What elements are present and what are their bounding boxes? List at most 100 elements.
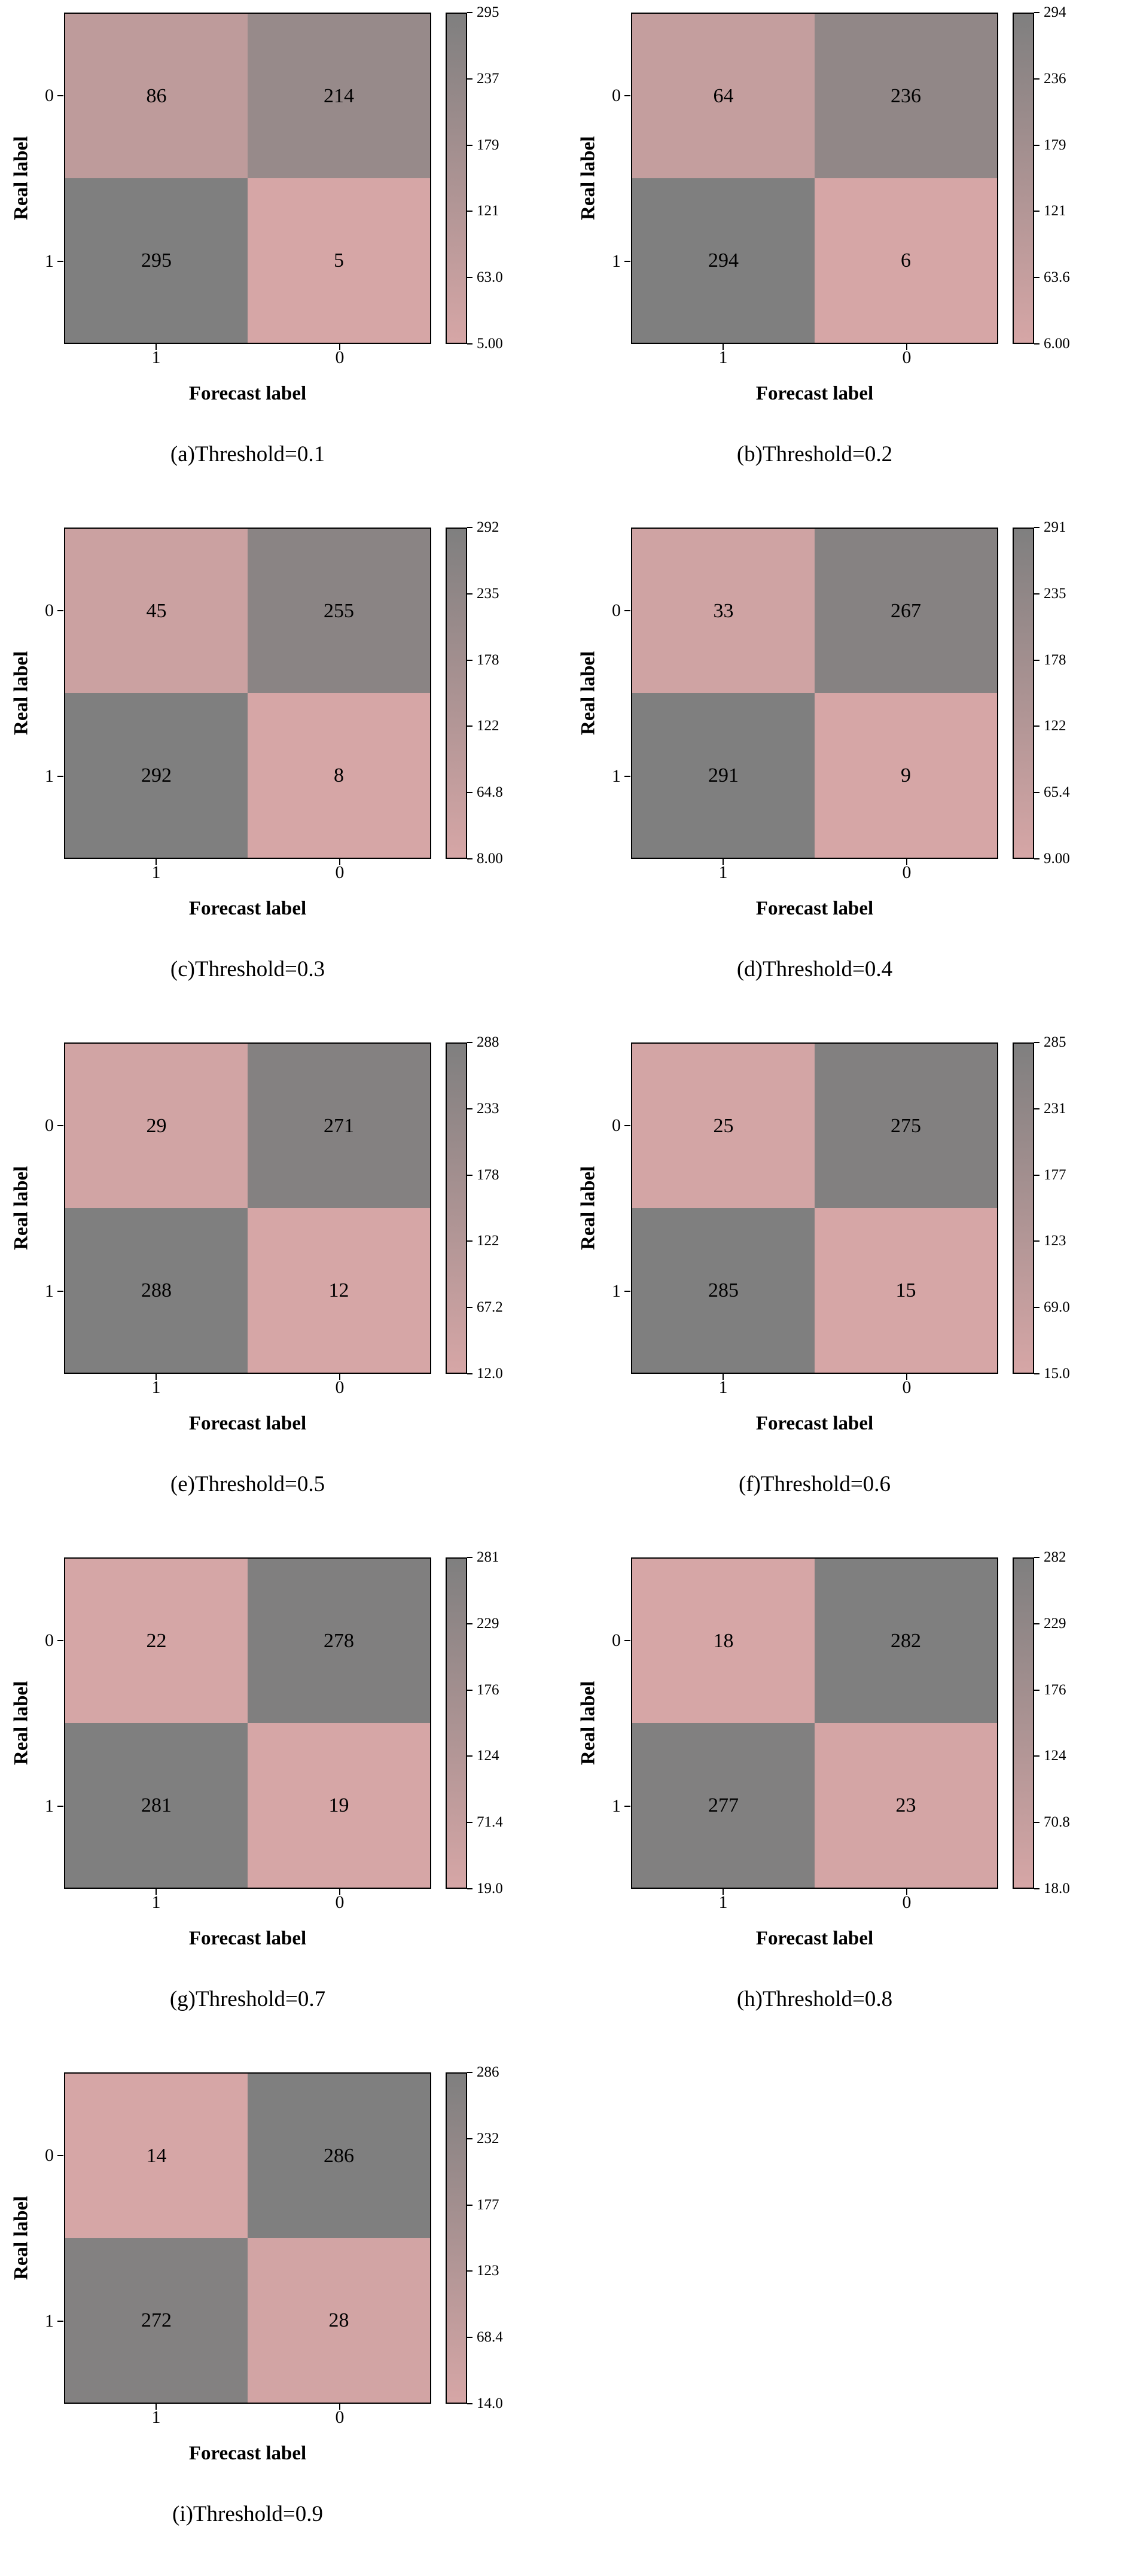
x-axis-label: Forecast label <box>755 1413 874 1434</box>
colorbar-tick-mark <box>467 1557 472 1558</box>
colorbar-tick-mark <box>467 527 472 528</box>
colorbar-tick-label: 229 <box>1044 1615 1066 1632</box>
y-tick-mark <box>57 1125 63 1126</box>
colorbar-tick-label: 65.4 <box>1044 784 1070 801</box>
x-tick-mark <box>339 2404 340 2410</box>
y-axis-label: Real label <box>577 651 599 736</box>
x-tick-label: 0 <box>335 1377 345 1397</box>
colorbar-tick-label: 122 <box>1044 718 1066 734</box>
y-tick-label: 1 <box>45 1281 54 1301</box>
heatmap-cell: 5 <box>248 178 430 343</box>
heatmap-matrix: 25 275 285 15 <box>631 1042 998 1374</box>
colorbar-tick-mark <box>1034 527 1040 528</box>
heatmap-matrix: 45 255 292 8 <box>64 528 431 859</box>
colorbar-tick-label: 294 <box>1044 4 1066 20</box>
y-tick-label: 1 <box>612 1281 621 1301</box>
colorbar <box>446 1557 467 1889</box>
colorbar-tick-mark <box>467 1175 472 1176</box>
y-axis-label: Real label <box>10 2196 32 2281</box>
heatmap-cell: 45 <box>65 529 248 693</box>
y-tick-label: 0 <box>45 1115 54 1135</box>
y-tick-mark <box>57 1291 63 1292</box>
colorbar-tick-mark <box>467 2138 472 2139</box>
x-axis-label: Forecast label <box>188 383 307 404</box>
y-tick-label: 0 <box>45 1630 54 1650</box>
colorbar-tick-mark <box>1034 1373 1040 1374</box>
colorbar-tick-label: 233 <box>477 1100 499 1117</box>
colorbar-tick-label: 70.8 <box>1044 1814 1070 1831</box>
colorbar-tick-label: 179 <box>477 136 499 153</box>
heatmap-cell: 278 <box>248 1559 430 1723</box>
heatmap-cell: 15 <box>815 1208 997 1373</box>
colorbar-tick-mark <box>1034 1108 1040 1109</box>
y-tick-label: 1 <box>45 766 54 786</box>
x-tick-label: 1 <box>151 2407 161 2427</box>
y-tick-mark <box>624 610 630 611</box>
x-tick-label: 0 <box>902 862 912 882</box>
x-tick-label: 0 <box>335 862 345 882</box>
colorbar-tick-label: 68.4 <box>477 2329 503 2346</box>
colorbar-tick-mark <box>467 1307 472 1308</box>
colorbar-tick-label: 124 <box>1044 1748 1066 1764</box>
x-tick-mark <box>906 1374 907 1380</box>
colorbar-tick-label: 6.00 <box>1044 336 1070 352</box>
colorbar <box>446 528 467 859</box>
colorbar-tick-label: 282 <box>1044 1549 1066 1565</box>
colorbar-tick-mark <box>1034 725 1040 727</box>
heatmap-matrix: 14 286 272 28 <box>64 2072 431 2404</box>
y-axis-label: Real label <box>10 651 32 736</box>
panel-caption: (e)Threshold=0.5 <box>170 1472 325 1496</box>
colorbar-tick-label: 235 <box>1044 585 1066 602</box>
colorbar-tick-mark <box>467 1042 472 1043</box>
colorbar-tick-mark <box>467 145 472 146</box>
panel-caption: (b)Threshold=0.2 <box>736 442 893 467</box>
x-tick-mark <box>339 344 340 350</box>
heatmap-cell: 275 <box>815 1044 997 1208</box>
x-tick-label: 1 <box>151 862 161 882</box>
x-axis-label: Forecast label <box>188 1413 307 1434</box>
colorbar-tick-mark <box>467 2072 472 2073</box>
x-axis-label: Forecast label <box>755 1928 874 1949</box>
confusion-matrix-panel: Real label 0 1 25 275 285 15 1 0 Forecas… <box>567 1030 1134 1545</box>
heatmap-cell: 64 <box>632 14 815 178</box>
x-tick-mark <box>723 1374 724 1380</box>
heatmap-matrix: 86 214 295 5 <box>64 13 431 344</box>
colorbar-tick-mark <box>467 1240 472 1242</box>
heatmap-cell: 288 <box>65 1208 248 1373</box>
heatmap-cell: 18 <box>632 1559 815 1723</box>
colorbar-tick-label: 122 <box>477 1233 499 1249</box>
colorbar-tick-label: 291 <box>1044 519 1066 535</box>
panel-caption: (a)Threshold=0.1 <box>170 442 325 467</box>
heatmap-matrix: 64 236 294 6 <box>631 13 998 344</box>
colorbar-tick-label: 124 <box>477 1748 499 1764</box>
colorbar-tick-mark <box>1034 12 1040 13</box>
heatmap-cell: 28 <box>248 2238 430 2403</box>
colorbar-tick-mark <box>1034 1822 1040 1823</box>
heatmap-cell: 19 <box>248 1723 430 1888</box>
y-tick-label: 1 <box>612 1796 621 1816</box>
heatmap-cell: 277 <box>632 1723 815 1888</box>
y-tick-label: 1 <box>45 1796 54 1816</box>
x-tick-label: 1 <box>718 1377 728 1397</box>
colorbar-tick-label: 123 <box>477 2263 499 2279</box>
x-tick-label: 1 <box>718 1892 728 1912</box>
colorbar-tick-mark <box>1034 1888 1040 1889</box>
colorbar-tick-mark <box>467 277 472 278</box>
colorbar-tick-label: 178 <box>1044 651 1066 668</box>
y-tick-mark <box>57 610 63 611</box>
colorbar-tick-mark <box>467 1822 472 1823</box>
x-axis-label: Forecast label <box>188 898 307 919</box>
colorbar-tick-label: 64.8 <box>477 784 503 801</box>
y-tick-mark <box>57 2155 63 2156</box>
y-tick-label: 0 <box>612 600 621 620</box>
heatmap-matrix: 18 282 277 23 <box>631 1557 998 1889</box>
heatmap-matrix: 33 267 291 9 <box>631 528 998 859</box>
panel-caption: (h)Threshold=0.8 <box>736 1987 893 2011</box>
colorbar-tick-mark <box>1034 858 1040 859</box>
colorbar-tick-mark <box>1034 1042 1040 1043</box>
heatmap-cell: 22 <box>65 1559 248 1723</box>
colorbar-tick-mark <box>1034 593 1040 595</box>
y-tick-label: 1 <box>612 766 621 786</box>
heatmap-cell: 14 <box>65 2074 248 2238</box>
